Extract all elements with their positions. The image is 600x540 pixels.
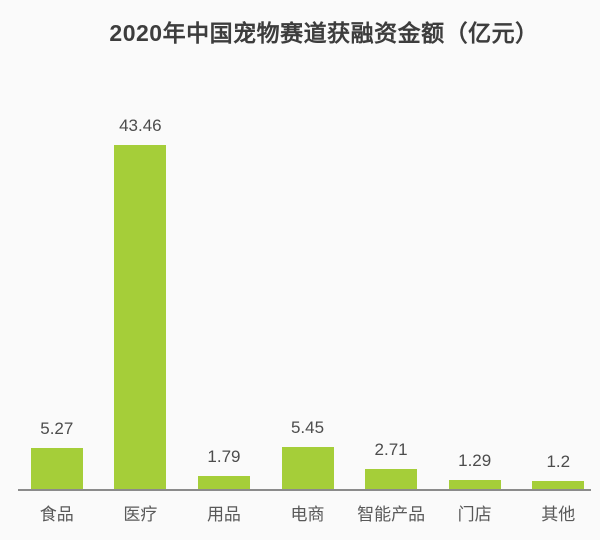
bar-column: 1.29 [433, 451, 517, 490]
bar [197, 475, 250, 490]
category-label: 食品 [39, 505, 74, 524]
bar [365, 468, 418, 490]
bar [30, 448, 83, 490]
bar-column: 5.27 [15, 419, 99, 490]
bar-value-label: 5.45 [290, 417, 325, 437]
x-axis-category-row: 食品 医疗 用品 电商 智能产品 门店 其他 [15, 503, 600, 527]
bar-value-label: 1.79 [207, 446, 241, 466]
bar-value-label: 5.27 [40, 419, 74, 439]
category-label: 医疗 [123, 505, 158, 524]
bar [448, 479, 501, 490]
bar-column: 2.71 [349, 439, 433, 490]
bar-column: 5.45 [266, 418, 350, 490]
bar-value-label: 2.71 [374, 439, 408, 459]
plot-area: 5.27 43.46 1.79 5.45 2.71 1.29 1.2 [15, 0, 600, 490]
bar [114, 145, 167, 490]
bar-value-label: 1.2 [546, 451, 571, 471]
bar [532, 480, 585, 490]
bar-column: 1.79 [182, 447, 266, 490]
x-axis-line [18, 489, 591, 491]
bar-value-label: 43.46 [119, 116, 162, 135]
chart-title: 2020年中国宠物赛道获融资金额（亿元） [109, 20, 539, 46]
bar-value-label: 1.29 [458, 450, 492, 470]
category-label: 智能产品 [357, 505, 426, 524]
category-label: 其他 [541, 505, 576, 524]
bar [281, 446, 334, 490]
category-label: 用品 [206, 505, 241, 524]
bar-column: 43.46 [99, 116, 183, 490]
category-label: 门店 [457, 505, 492, 524]
category-label: 电商 [290, 505, 325, 524]
bar-column: 1.2 [516, 451, 600, 490]
